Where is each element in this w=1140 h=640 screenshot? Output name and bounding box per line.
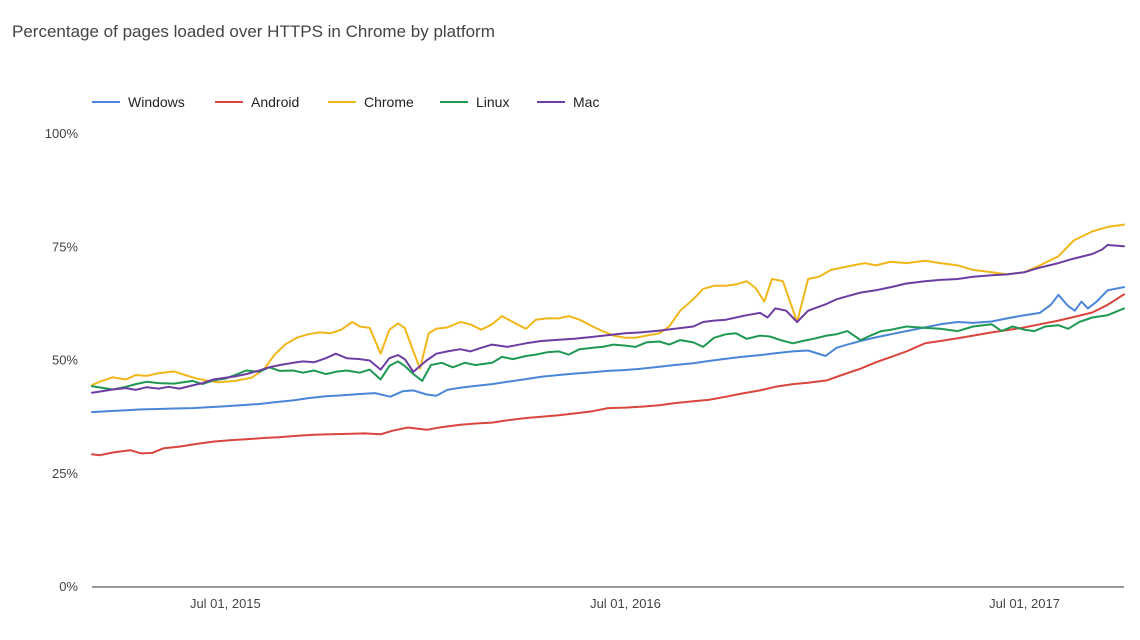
y-tick-label-25: 25% (52, 466, 78, 481)
y-axis: 0% 25% 50% 75% 100% (45, 126, 79, 594)
chart-title: Percentage of pages loaded over HTTPS in… (12, 22, 495, 41)
series-line-mac (91, 244, 1125, 394)
y-tick-label-75: 75% (52, 239, 78, 254)
x-tick-label-2015-07-01: Jul 01, 2015 (190, 596, 261, 611)
series-line-linux (91, 307, 1125, 391)
y-tick-label-100: 100% (45, 126, 79, 141)
legend-label-windows: Windows (128, 94, 185, 110)
series-line-windows (91, 286, 1125, 414)
y-tick-label-50: 50% (52, 353, 78, 368)
plot-lines (91, 223, 1125, 457)
legend: Windows Android Chrome Linux Mac (92, 94, 599, 110)
legend-label-linux: Linux (476, 94, 509, 110)
series-line-chrome (91, 223, 1125, 386)
x-tick-label-2017-07-01: Jul 01, 2017 (989, 596, 1060, 611)
legend-label-mac: Mac (573, 94, 599, 110)
legend-label-android: Android (251, 94, 299, 110)
series-line-android (91, 293, 1125, 457)
y-tick-label-0: 0% (59, 579, 78, 594)
x-axis: Jul 01, 2015 Jul 01, 2016 Jul 01, 2017 (92, 586, 1124, 611)
x-tick-label-2016-07-01: Jul 01, 2016 (590, 596, 661, 611)
legend-label-chrome: Chrome (364, 94, 414, 110)
